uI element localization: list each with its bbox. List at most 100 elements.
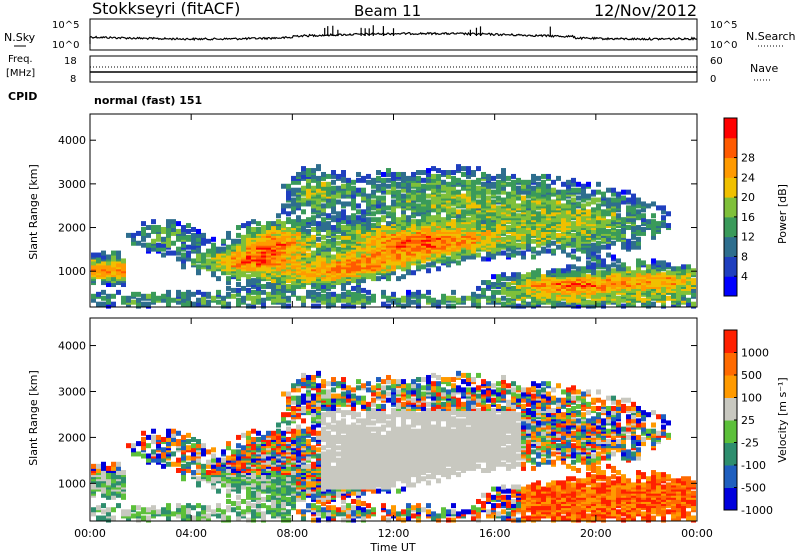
power-cell bbox=[191, 291, 196, 297]
power-cell bbox=[476, 166, 481, 172]
power-cell bbox=[396, 217, 401, 223]
power-cell bbox=[321, 299, 326, 305]
power-cell bbox=[591, 217, 596, 223]
velocity-cell bbox=[316, 505, 321, 511]
power-cell bbox=[181, 297, 186, 303]
velocity-cell bbox=[306, 374, 311, 380]
power-cell bbox=[576, 187, 581, 193]
power-cell bbox=[171, 240, 176, 246]
velocity-cell bbox=[236, 443, 241, 449]
y-tick-label: 2000 bbox=[58, 222, 86, 235]
power-cell bbox=[631, 225, 636, 231]
power-cell bbox=[536, 276, 541, 282]
power-cell bbox=[636, 258, 641, 264]
power-cell bbox=[226, 276, 231, 282]
power-cell bbox=[376, 276, 381, 282]
power-cell bbox=[486, 195, 491, 201]
power-cell bbox=[296, 295, 301, 301]
velocity-cell bbox=[151, 439, 156, 445]
power-cell bbox=[156, 246, 161, 252]
power-cell bbox=[636, 295, 641, 301]
velocity-cell bbox=[311, 503, 316, 509]
power-cell bbox=[146, 232, 151, 238]
velocity-cell bbox=[181, 434, 186, 440]
velocity-cell bbox=[241, 445, 246, 451]
power-cell bbox=[426, 199, 431, 205]
power-cell bbox=[486, 173, 491, 179]
power-cell bbox=[516, 213, 521, 219]
power-cell bbox=[576, 230, 581, 236]
power-cell bbox=[506, 191, 511, 197]
power-cell bbox=[406, 185, 411, 191]
velocity-cell bbox=[156, 434, 161, 440]
power-cell bbox=[626, 225, 631, 231]
power-cell bbox=[531, 185, 536, 191]
colorbar-cell bbox=[724, 137, 737, 159]
power-cell bbox=[111, 293, 116, 299]
power-cell bbox=[476, 293, 481, 299]
power-cell bbox=[486, 295, 491, 301]
power-cell bbox=[576, 246, 581, 252]
power-cell bbox=[196, 246, 201, 252]
power-cell bbox=[431, 177, 436, 183]
power-cell bbox=[436, 299, 441, 305]
power-cell bbox=[471, 203, 476, 209]
power-cell bbox=[601, 236, 606, 242]
power-cell bbox=[496, 173, 501, 179]
power-cell bbox=[321, 234, 326, 240]
power-cell bbox=[291, 179, 296, 185]
power-cell bbox=[661, 272, 666, 278]
power-cell bbox=[361, 217, 366, 223]
power-cell bbox=[166, 219, 171, 225]
power-cell bbox=[636, 209, 641, 215]
power-cell bbox=[406, 215, 411, 221]
power-cell bbox=[596, 258, 601, 264]
power-cell bbox=[361, 209, 366, 215]
power-cell bbox=[321, 217, 326, 223]
power-cell bbox=[341, 201, 346, 207]
power-cell bbox=[611, 201, 616, 207]
power-cell bbox=[686, 297, 691, 303]
power-cell bbox=[591, 270, 596, 276]
power-cell bbox=[491, 274, 496, 280]
power-cell bbox=[331, 209, 336, 215]
power-cell bbox=[281, 183, 286, 189]
power-cell bbox=[101, 250, 106, 256]
power-cell bbox=[576, 221, 581, 227]
power-cell bbox=[371, 223, 376, 229]
velocity-cell bbox=[211, 463, 216, 469]
power-cell bbox=[466, 217, 471, 223]
power-cell bbox=[521, 291, 526, 297]
power-cell bbox=[596, 301, 601, 307]
velocity-cell bbox=[276, 439, 281, 445]
velocity-cell bbox=[111, 515, 116, 521]
power-cell bbox=[596, 189, 601, 195]
power-cell bbox=[196, 232, 201, 238]
power-cell bbox=[521, 189, 526, 195]
nave-label: Nave bbox=[750, 62, 778, 75]
power-cell bbox=[326, 238, 331, 244]
velocity-cell bbox=[236, 511, 241, 517]
power-cell bbox=[321, 250, 326, 256]
power-cell bbox=[91, 252, 96, 258]
power-cell bbox=[351, 213, 356, 219]
power-cell bbox=[471, 291, 476, 297]
power-cell bbox=[146, 246, 151, 252]
velocity-cell bbox=[246, 507, 251, 513]
power-cell bbox=[476, 219, 481, 225]
velocity-cell bbox=[186, 513, 191, 519]
power-cell bbox=[601, 191, 606, 197]
velocity-cell bbox=[146, 457, 151, 463]
velocity-cell bbox=[171, 436, 176, 442]
power-cell bbox=[611, 254, 616, 260]
power-cell bbox=[686, 264, 691, 270]
power-cell bbox=[161, 236, 166, 242]
colorbar-cell bbox=[724, 276, 737, 297]
velocity-cell bbox=[191, 515, 196, 521]
power-cell bbox=[541, 179, 546, 185]
velocity-cell bbox=[141, 445, 146, 451]
power-cell bbox=[351, 297, 356, 303]
power-cell bbox=[336, 297, 341, 303]
power-cell bbox=[291, 175, 296, 181]
velocity-cell bbox=[91, 463, 96, 469]
